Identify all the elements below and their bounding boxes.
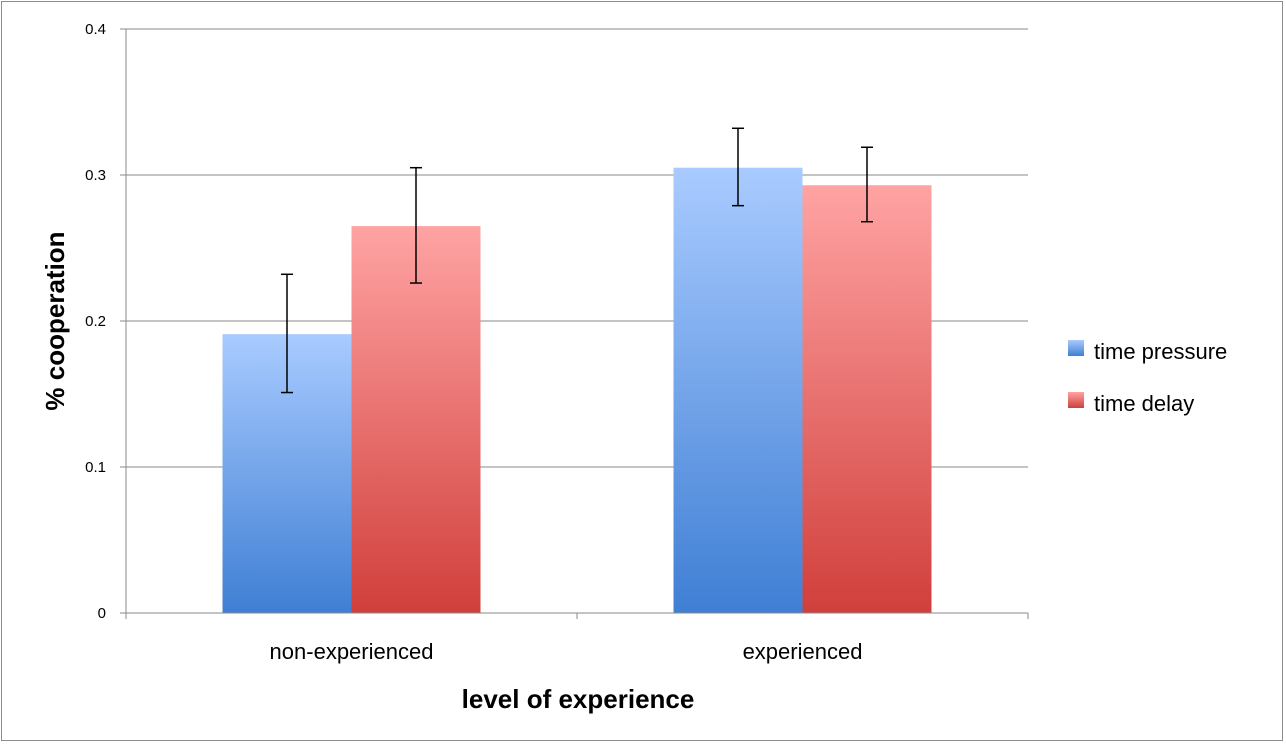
- legend-swatch-0: [1068, 340, 1084, 356]
- y-tick-label: 0.1: [85, 459, 106, 476]
- x-tick-label: non-experienced: [270, 639, 434, 664]
- y-axis-title: % cooperation: [40, 231, 70, 410]
- y-tick-label: 0: [98, 605, 106, 622]
- x-tick-label: experienced: [743, 639, 863, 664]
- legend-label-1: time delay: [1094, 391, 1194, 416]
- bar-time-delay-experienced: [802, 185, 932, 613]
- axes: 0 0.1 0.2 0.3 0.4 non-experienced experienced: [85, 21, 1029, 664]
- y-tick-label: 0.3: [85, 167, 106, 184]
- x-axis-title: level of experience: [462, 684, 695, 714]
- legend-label-0: time pressure: [1094, 339, 1227, 364]
- bar-time-pressure-experienced: [673, 167, 803, 613]
- bar-time-delay-non-experienced: [351, 226, 481, 613]
- y-tick-label: 0.4: [85, 21, 106, 38]
- legend: time pressure time delay: [1068, 339, 1227, 416]
- y-tick-label: 0.2: [85, 313, 106, 330]
- error-bars: [281, 127, 873, 394]
- legend-swatch-1: [1068, 392, 1084, 408]
- bars: [222, 167, 932, 613]
